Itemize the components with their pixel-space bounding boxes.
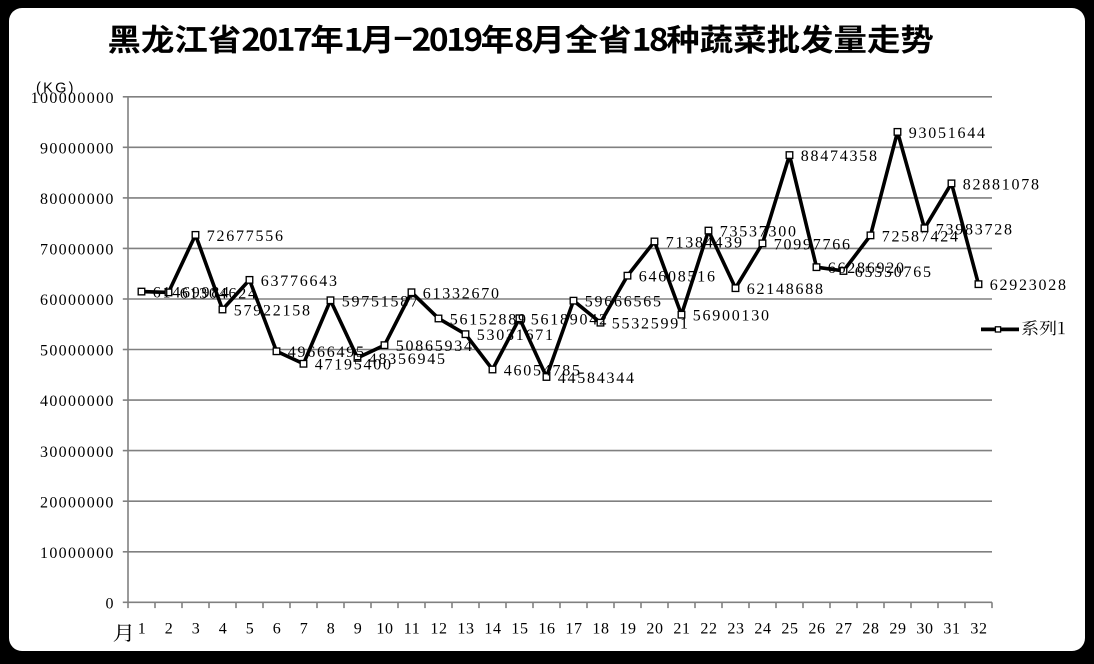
svg-text:56189042: 56189042 (531, 311, 609, 328)
svg-text:61469984: 61469984 (153, 285, 231, 302)
svg-text:28: 28 (862, 620, 879, 637)
svg-text:64608516: 64608516 (639, 269, 717, 286)
svg-text:20: 20 (646, 620, 663, 637)
svg-text:44584344: 44584344 (558, 370, 636, 387)
svg-text:21: 21 (673, 620, 690, 637)
svg-text:30000000: 30000000 (40, 444, 115, 461)
svg-text:3: 3 (192, 620, 201, 637)
svg-text:27: 27 (835, 620, 852, 637)
svg-text:8: 8 (327, 620, 336, 637)
svg-text:31: 31 (943, 620, 960, 637)
svg-text:66286920: 66286920 (828, 260, 906, 277)
svg-text:48356945: 48356945 (369, 351, 447, 368)
svg-text:93051644: 93051644 (909, 125, 987, 142)
svg-text:61304624: 61304624 (180, 285, 258, 302)
svg-text:7: 7 (300, 620, 309, 637)
svg-text:40000000: 40000000 (40, 393, 115, 410)
svg-text:18: 18 (592, 620, 609, 637)
svg-text:11: 11 (404, 620, 421, 637)
svg-text:25: 25 (781, 620, 798, 637)
svg-text:19: 19 (619, 620, 636, 637)
svg-text:29: 29 (889, 620, 906, 637)
svg-text:16: 16 (538, 620, 555, 637)
svg-text:73537300: 73537300 (720, 224, 798, 241)
svg-text:70997766: 70997766 (774, 236, 852, 253)
svg-text:32: 32 (970, 620, 987, 637)
svg-text:14: 14 (484, 620, 501, 637)
svg-text:50865934: 50865934 (396, 338, 474, 355)
svg-text:4: 4 (219, 620, 228, 637)
svg-text:12: 12 (430, 620, 447, 637)
svg-text:57922158: 57922158 (234, 303, 312, 320)
svg-text:5: 5 (246, 620, 255, 637)
svg-text:49666495: 49666495 (288, 344, 366, 361)
svg-text:70000000: 70000000 (40, 242, 115, 259)
svg-text:26: 26 (808, 620, 825, 637)
svg-text:46054785: 46054785 (504, 363, 582, 380)
svg-text:53031671: 53031671 (477, 327, 555, 344)
svg-text:2: 2 (165, 620, 174, 637)
svg-text:65550765: 65550765 (855, 264, 933, 281)
svg-text:10000000: 10000000 (40, 545, 115, 562)
svg-text:0: 0 (105, 595, 114, 612)
svg-text:56152889: 56152889 (450, 311, 528, 328)
svg-text:55325991: 55325991 (612, 316, 690, 333)
svg-text:13: 13 (457, 620, 474, 637)
svg-text:(KG): (KG) (36, 80, 76, 96)
svg-text:9: 9 (354, 620, 363, 637)
svg-text:22: 22 (700, 620, 717, 637)
svg-text:72677556: 72677556 (207, 228, 285, 245)
svg-text:20000000: 20000000 (40, 494, 115, 511)
svg-text:60000000: 60000000 (40, 292, 115, 309)
svg-text:24: 24 (754, 620, 771, 637)
svg-text:62923028: 62923028 (990, 277, 1068, 294)
svg-text:80000000: 80000000 (40, 191, 115, 208)
svg-text:71384439: 71384439 (666, 235, 744, 252)
svg-text:47195400: 47195400 (315, 357, 393, 374)
svg-text:100000000: 100000000 (31, 90, 115, 107)
svg-text:59666565: 59666565 (585, 294, 663, 311)
svg-text:63776643: 63776643 (261, 273, 339, 290)
svg-text:6: 6 (273, 620, 282, 637)
svg-text:15: 15 (511, 620, 528, 637)
svg-text:30: 30 (916, 620, 933, 637)
svg-text:17: 17 (565, 620, 582, 637)
svg-text:82881078: 82881078 (963, 176, 1041, 193)
svg-text:56900130: 56900130 (693, 308, 771, 325)
svg-text:73983728: 73983728 (936, 221, 1014, 238)
svg-text:61332670: 61332670 (423, 285, 501, 302)
svg-text:72587424: 72587424 (882, 228, 960, 245)
svg-text:62148688: 62148688 (747, 281, 825, 298)
svg-text:10: 10 (376, 620, 393, 637)
svg-text:88474358: 88474358 (801, 148, 879, 165)
svg-text:90000000: 90000000 (40, 140, 115, 157)
svg-text:59751587: 59751587 (342, 293, 420, 310)
svg-text:23: 23 (727, 620, 744, 637)
svg-text:1: 1 (138, 620, 147, 637)
svg-text:50000000: 50000000 (40, 343, 115, 360)
